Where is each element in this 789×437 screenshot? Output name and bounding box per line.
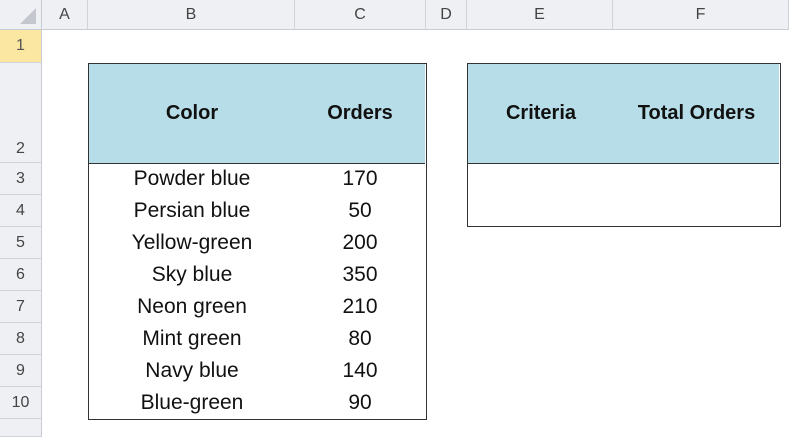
column-header-f[interactable]: F bbox=[613, 0, 789, 30]
column-header-b[interactable]: B bbox=[88, 0, 295, 30]
row-header-4[interactable]: 4 bbox=[0, 195, 42, 227]
column-header-c[interactable]: C bbox=[295, 0, 426, 30]
color-cell[interactable]: Yellow-green bbox=[131, 231, 253, 254]
row-header-11[interactable] bbox=[0, 419, 42, 437]
criteria-table: Criteria Total Orders bbox=[467, 63, 781, 227]
column-header-d[interactable]: D bbox=[426, 0, 467, 30]
header-total-orders[interactable]: Total Orders bbox=[637, 102, 756, 124]
color-cell[interactable]: Persian blue bbox=[133, 199, 251, 222]
column-header-a[interactable]: A bbox=[42, 0, 88, 30]
color-cell[interactable]: Powder blue bbox=[133, 167, 251, 190]
row-header-2[interactable]: 2 bbox=[0, 63, 42, 163]
color-cell[interactable]: Mint green bbox=[142, 327, 242, 350]
color-cell[interactable]: Sky blue bbox=[151, 263, 233, 286]
orders-cell[interactable]: 170 bbox=[342, 167, 378, 190]
row-header-5[interactable]: 5 bbox=[0, 227, 42, 259]
total-orders-cell-f4[interactable] bbox=[614, 194, 779, 226]
orders-cell[interactable]: 210 bbox=[342, 295, 378, 318]
orders-cell[interactable]: 350 bbox=[342, 263, 378, 286]
header-color[interactable]: Color bbox=[165, 102, 219, 124]
color-cell[interactable]: Navy blue bbox=[145, 359, 239, 382]
orders-cell[interactable]: 50 bbox=[348, 199, 372, 222]
row-header-7[interactable]: 7 bbox=[0, 291, 42, 323]
header-orders[interactable]: Orders bbox=[327, 102, 393, 124]
color-cell[interactable]: Neon green bbox=[137, 295, 247, 318]
criteria-cell-e4[interactable] bbox=[468, 194, 614, 226]
row-header-8[interactable]: 8 bbox=[0, 323, 42, 355]
criteria-cell-e3[interactable] bbox=[468, 162, 614, 194]
column-header-e[interactable]: E bbox=[467, 0, 613, 30]
orders-cell[interactable]: 80 bbox=[348, 327, 372, 350]
orders-table-header: Color Orders bbox=[89, 64, 425, 164]
row-header-1[interactable]: 1 bbox=[0, 30, 42, 63]
orders-cell[interactable]: 140 bbox=[342, 359, 378, 382]
row-header-3[interactable]: 3 bbox=[0, 163, 42, 195]
row-header-9[interactable]: 9 bbox=[0, 355, 42, 387]
orders-cell[interactable]: 90 bbox=[348, 391, 372, 414]
row-header-6[interactable]: 6 bbox=[0, 259, 42, 291]
orders-table: Color Orders Powder blue 170 Persian blue… bbox=[88, 63, 427, 420]
select-all-button[interactable] bbox=[0, 0, 42, 30]
criteria-table-header: Criteria Total Orders bbox=[468, 64, 779, 164]
orders-cell[interactable]: 200 bbox=[342, 231, 378, 254]
header-criteria[interactable]: Criteria bbox=[505, 102, 577, 124]
total-orders-cell-f3[interactable] bbox=[614, 162, 779, 194]
color-cell[interactable]: Blue-green bbox=[140, 391, 244, 414]
row-header-10[interactable]: 10 bbox=[0, 387, 42, 419]
